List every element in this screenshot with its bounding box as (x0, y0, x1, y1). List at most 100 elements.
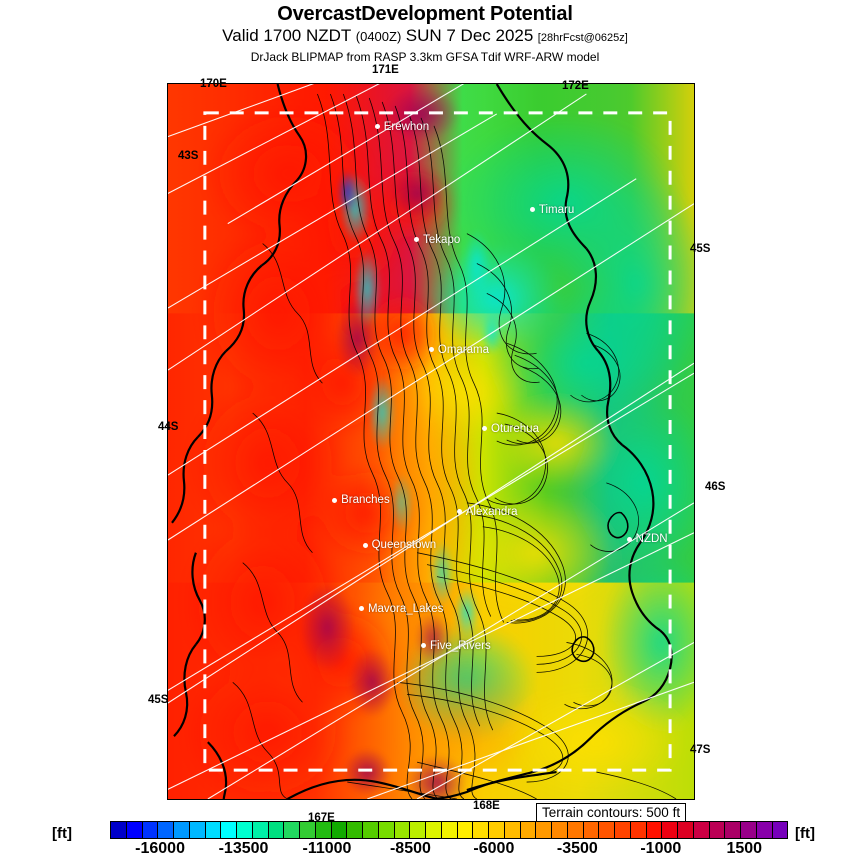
colorbar-cell (552, 822, 568, 838)
colorbar-cell (205, 822, 222, 838)
city-label: Erewhon (383, 120, 430, 133)
graticule (168, 84, 694, 799)
colorbar-cell (709, 822, 726, 838)
axis-label-lon-bottom: 168E (473, 800, 500, 812)
colorbar-cell (268, 822, 285, 838)
axis-label-lat-left: 44S (158, 421, 179, 433)
colorbar-cell (221, 822, 237, 838)
city-marker: Five_Rivers (421, 640, 491, 652)
city-marker: Queenstown (362, 539, 436, 551)
terrain-contours (232, 93, 677, 799)
city-dot-icon (529, 207, 535, 213)
colorbar-cell (741, 822, 757, 838)
colorbar-tick: -8500 (389, 840, 431, 857)
colorbar-cell (189, 822, 206, 838)
colorbar-cell (363, 822, 379, 838)
city-label: Omarama (437, 343, 490, 356)
city-dot-icon (358, 606, 364, 612)
colorbar-cell (646, 822, 663, 838)
colorbar-cell (441, 822, 458, 838)
city-dot-icon (456, 509, 462, 515)
city-label: Branches (341, 494, 390, 507)
colorbar-cell (378, 822, 395, 838)
colorbar-cell (536, 822, 552, 838)
page-title: OvercastDevelopment Potential (277, 3, 573, 25)
axis-label-lat-right: 47S (690, 744, 711, 756)
city-label: Tekapo (423, 233, 461, 246)
colorbar-unit-left: [ft] (52, 825, 72, 842)
city-dot-icon (332, 497, 338, 503)
terrain-contour-note: Terrain contours: 500 ft (536, 803, 687, 824)
domain-boundary-box (203, 111, 672, 772)
city-dot-icon (362, 542, 368, 548)
colorbar-cell (630, 822, 647, 838)
colorbar-cell (394, 822, 411, 838)
colorbar-cell (583, 822, 600, 838)
city-label: Alexandra (465, 505, 518, 518)
city-dot-icon (482, 426, 488, 432)
model-source-line: DrJack BLIPMAP from RASP 3.3km GFSA Tdif… (250, 50, 600, 64)
colorbar-cell (142, 822, 159, 838)
colorbar-cell (284, 822, 300, 838)
axis-label-lat-right: 46S (705, 481, 726, 493)
colorbar-cell (126, 822, 143, 838)
colorbar-cell (756, 822, 773, 838)
city-label: Mavora_Lakes (367, 602, 444, 615)
colorbar-cell (300, 822, 316, 838)
city-marker: NZDN (626, 533, 668, 546)
colorbar-tick: -6000 (473, 840, 515, 857)
axis-label-lat-left: 43S (178, 150, 199, 162)
colorbar-cell (599, 822, 615, 838)
colorbar-tick: -3500 (556, 840, 598, 857)
valid-date-text: SUN 7 Dec 2025 (405, 26, 534, 45)
colorbar-swatches (110, 821, 788, 839)
colorbar-tick: -11000 (302, 840, 352, 857)
colorbar-cell (772, 822, 788, 838)
colorbar-cell (410, 822, 426, 838)
city-dot-icon (374, 124, 380, 130)
city-dot-icon (428, 347, 434, 353)
city-marker: Alexandra (456, 505, 518, 518)
city-marker: Timaru (529, 204, 574, 216)
city-label: Oturehua (491, 422, 539, 435)
colorbar-cell (615, 822, 631, 838)
city-marker-layer: Erewhon Timaru Tekapo Omarama Oturehua Branch… (168, 84, 694, 799)
colorbar-cell (662, 822, 678, 838)
colorbar-cell (111, 822, 127, 838)
map-raster (168, 84, 694, 799)
colorbar-cell (473, 822, 489, 838)
colorbar-cell (158, 822, 174, 838)
colorbar-cell (725, 822, 741, 838)
axis-label-lon-inside: 170E (200, 78, 227, 90)
city-marker: Tekapo (414, 234, 460, 246)
city-dot-icon (626, 536, 632, 542)
colorbar-tick: -16000 (135, 840, 185, 857)
colorbar-cell (426, 822, 442, 838)
colorbar-legend: [ft] [ft] -16000 -13500 -11000 -8500 -6000 -3… (0, 820, 850, 860)
colorbar-tick: -13500 (218, 840, 269, 857)
colorbar-tick: 1500 (726, 840, 763, 857)
city-marker: Branches (332, 494, 390, 506)
city-dot-icon (414, 237, 420, 243)
city-label: NZDN (635, 533, 668, 546)
colorbar-cell (457, 822, 474, 838)
map-plot[interactable]: Erewhon Timaru Tekapo Omarama Oturehua Branch… (167, 83, 695, 800)
colorbar-cell (693, 822, 710, 838)
colorbar-cell (331, 822, 348, 838)
forecast-stamp: [28hrFcst@0625z] (537, 32, 628, 44)
colorbar-cell (347, 822, 363, 838)
city-marker: Oturehua (482, 423, 539, 435)
city-label: Five_Rivers (430, 639, 491, 652)
valid-utc-text: (0400Z) (355, 29, 402, 44)
colorbar-cell (504, 822, 521, 838)
colorbar-cell (174, 822, 190, 838)
axis-label-lon-inside: 172E (562, 80, 589, 92)
colorbar-cell (567, 822, 584, 838)
title-block: OvercastDevelopment Potential Valid 1700… (0, 0, 850, 65)
city-marker: Erewhon (374, 120, 430, 133)
colorbar-cell (315, 822, 332, 838)
city-dot-icon (421, 643, 426, 649)
colorbar-cell (678, 822, 694, 838)
colorbar-cell (489, 822, 505, 838)
colorbar-tick: -1000 (640, 840, 682, 857)
